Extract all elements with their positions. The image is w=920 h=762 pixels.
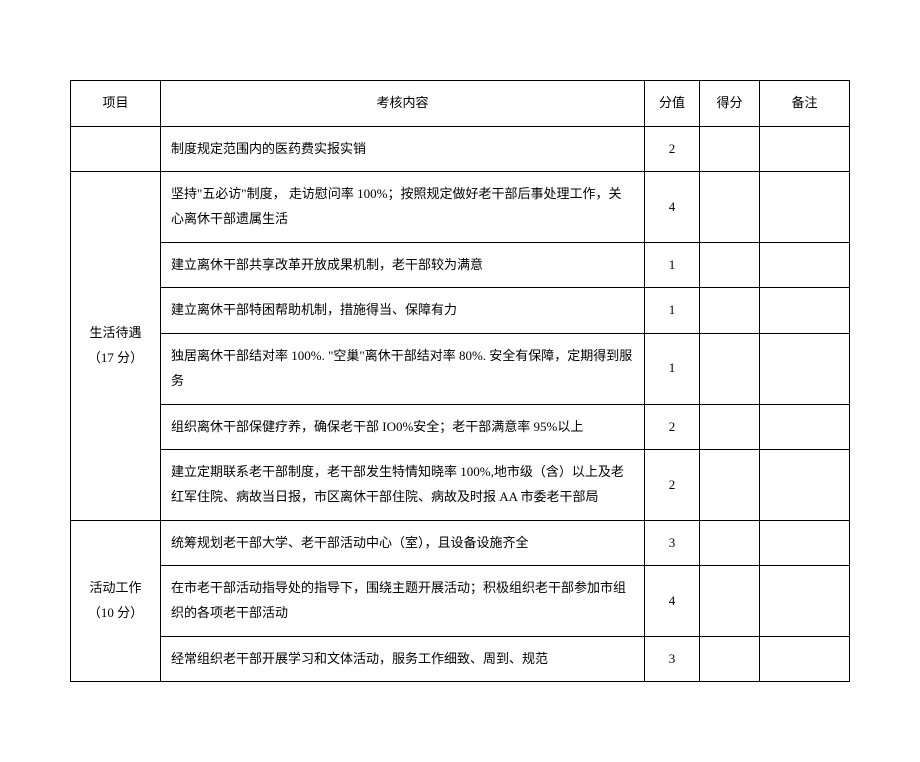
remark-cell bbox=[760, 126, 850, 172]
score-cell: 2 bbox=[645, 126, 700, 172]
category-cell bbox=[71, 126, 161, 172]
table-row: 建立定期联系老干部制度，老干部发生特情知晓率 100%,地市级（含）以上及老红军… bbox=[71, 450, 850, 520]
content-cell: 经常组织老干部开展学习和文体活动，服务工作细致、周到、规范 bbox=[161, 636, 645, 682]
score-cell: 4 bbox=[645, 172, 700, 242]
table-row: 在市老干部活动指导处的指导下，围绕主题开展活动；积极组织老干部参加市组织的各项老… bbox=[71, 566, 850, 636]
got-cell bbox=[700, 520, 760, 566]
content-cell: 坚持"五必访"制度， 走访慰问率 100%；按照规定做好老干部后事处理工作，关心… bbox=[161, 172, 645, 242]
score-cell: 3 bbox=[645, 636, 700, 682]
content-cell: 制度规定范围内的医药费实报实销 bbox=[161, 126, 645, 172]
score-cell: 1 bbox=[645, 334, 700, 404]
content-cell: 独居离休干部结对率 100%. "空巢"离休干部结对率 80%. 安全有保障，定… bbox=[161, 334, 645, 404]
content-cell: 在市老干部活动指导处的指导下，围绕主题开展活动；积极组织老干部参加市组织的各项老… bbox=[161, 566, 645, 636]
content-cell: 建立离休干部共享改革开放成果机制，老干部较为满意 bbox=[161, 242, 645, 288]
header-category: 项目 bbox=[71, 81, 161, 127]
score-cell: 3 bbox=[645, 520, 700, 566]
content-cell: 组织离休干部保健疗养，确保老干部 IO0%安全；老干部满意率 95%以上 bbox=[161, 404, 645, 450]
remark-cell bbox=[760, 334, 850, 404]
got-cell bbox=[700, 126, 760, 172]
got-cell bbox=[700, 566, 760, 636]
table-row: 活动工作（10 分）统筹规划老干部大学、老干部活动中心（室），且设备设施齐全3 bbox=[71, 520, 850, 566]
remark-cell bbox=[760, 404, 850, 450]
score-cell: 1 bbox=[645, 242, 700, 288]
got-cell bbox=[700, 334, 760, 404]
header-score: 分值 bbox=[645, 81, 700, 127]
content-cell: 建立定期联系老干部制度，老干部发生特情知晓率 100%,地市级（含）以上及老红军… bbox=[161, 450, 645, 520]
table-row: 生活待遇（17 分）坚持"五必访"制度， 走访慰问率 100%；按照规定做好老干… bbox=[71, 172, 850, 242]
remark-cell bbox=[760, 636, 850, 682]
assessment-table: 项目 考核内容 分值 得分 备注 制度规定范围内的医药费实报实销2生活待遇（17… bbox=[70, 80, 850, 682]
remark-cell bbox=[760, 172, 850, 242]
table-row: 制度规定范围内的医药费实报实销2 bbox=[71, 126, 850, 172]
table-row: 独居离休干部结对率 100%. "空巢"离休干部结对率 80%. 安全有保障，定… bbox=[71, 334, 850, 404]
got-cell bbox=[700, 172, 760, 242]
score-cell: 2 bbox=[645, 450, 700, 520]
content-cell: 统筹规划老干部大学、老干部活动中心（室），且设备设施齐全 bbox=[161, 520, 645, 566]
table-row: 组织离休干部保健疗养，确保老干部 IO0%安全；老干部满意率 95%以上2 bbox=[71, 404, 850, 450]
got-cell bbox=[700, 404, 760, 450]
table-body: 制度规定范围内的医药费实报实销2生活待遇（17 分）坚持"五必访"制度， 走访慰… bbox=[71, 126, 850, 682]
remark-cell bbox=[760, 520, 850, 566]
header-got: 得分 bbox=[700, 81, 760, 127]
header-content: 考核内容 bbox=[161, 81, 645, 127]
remark-cell bbox=[760, 450, 850, 520]
got-cell bbox=[700, 450, 760, 520]
got-cell bbox=[700, 636, 760, 682]
remark-cell bbox=[760, 566, 850, 636]
table-row: 建立离休干部特困帮助机制，措施得当、保障有力1 bbox=[71, 288, 850, 334]
category-cell: 活动工作（10 分） bbox=[71, 520, 161, 682]
remark-cell bbox=[760, 242, 850, 288]
score-cell: 4 bbox=[645, 566, 700, 636]
header-remark: 备注 bbox=[760, 81, 850, 127]
table-row: 建立离休干部共享改革开放成果机制，老干部较为满意1 bbox=[71, 242, 850, 288]
content-cell: 建立离休干部特困帮助机制，措施得当、保障有力 bbox=[161, 288, 645, 334]
score-cell: 2 bbox=[645, 404, 700, 450]
got-cell bbox=[700, 288, 760, 334]
category-cell: 生活待遇（17 分） bbox=[71, 172, 161, 520]
table-row: 经常组织老干部开展学习和文体活动，服务工作细致、周到、规范3 bbox=[71, 636, 850, 682]
remark-cell bbox=[760, 288, 850, 334]
got-cell bbox=[700, 242, 760, 288]
score-cell: 1 bbox=[645, 288, 700, 334]
